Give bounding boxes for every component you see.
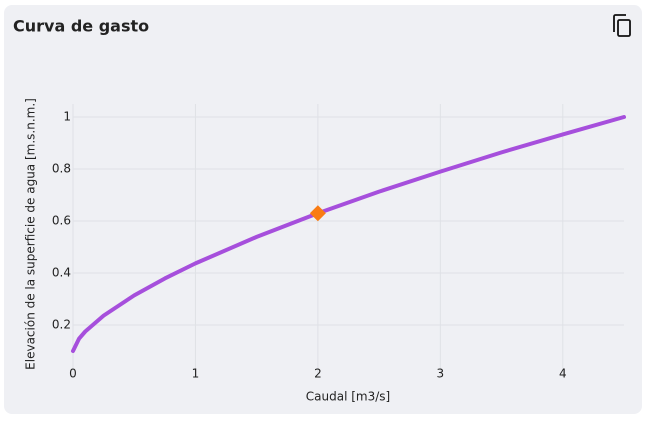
y-tick-label: 0.2 [52,318,71,332]
copy-icon-back[interactable] [613,14,626,32]
x-axis-label: Caudal [m3/s] [306,390,390,404]
x-tick-label: 0 [69,367,77,381]
x-tick-label: 4 [559,367,567,381]
chart-title: Curva de gasto [13,17,149,36]
y-tick-label: 0.4 [52,266,71,280]
data-line [71,115,626,353]
y-tick-label: 0.6 [52,214,71,228]
x-tick-label: 2 [314,367,322,381]
x-tick-label: 1 [192,367,200,381]
y-tick-label: 1 [63,110,71,124]
y-axis-label: Elevación de la superficie de agua [m.s.… [24,98,38,370]
copy-icon-front[interactable] [617,19,631,37]
point-marker [309,205,326,222]
x-tick-label: 3 [437,367,445,381]
copy-button[interactable] [613,14,631,37]
y-tick-label: 0.8 [52,162,71,176]
